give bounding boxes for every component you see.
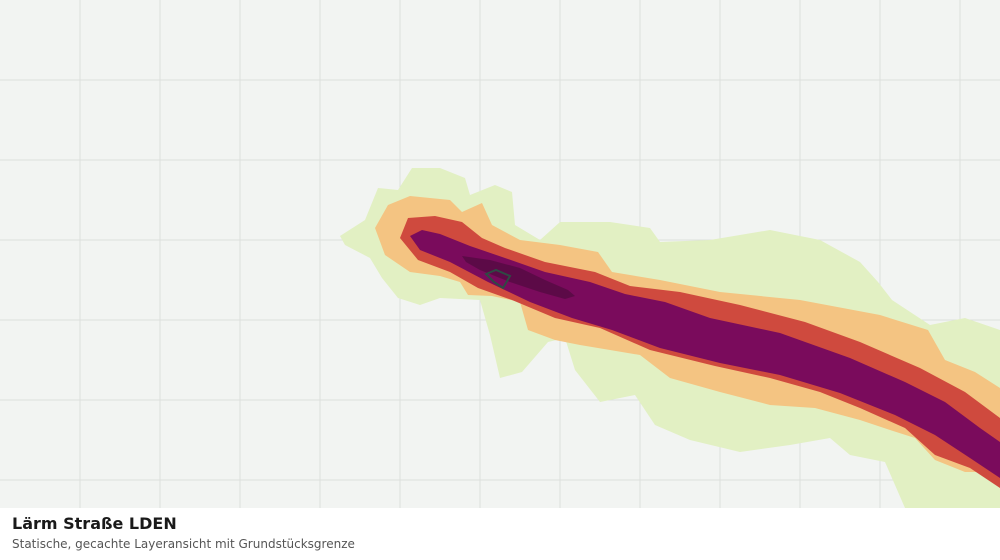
layer-title: Lärm Straße LDEN	[12, 514, 177, 533]
parcel-boundary	[484, 268, 512, 290]
noise-zone-over-75	[462, 256, 575, 299]
layer-subtitle: Statische, gecachte Layeransicht mit Gru…	[12, 537, 355, 551]
caption-panel: Lärm Straße LDEN Statische, gecachte Lay…	[0, 508, 1000, 560]
